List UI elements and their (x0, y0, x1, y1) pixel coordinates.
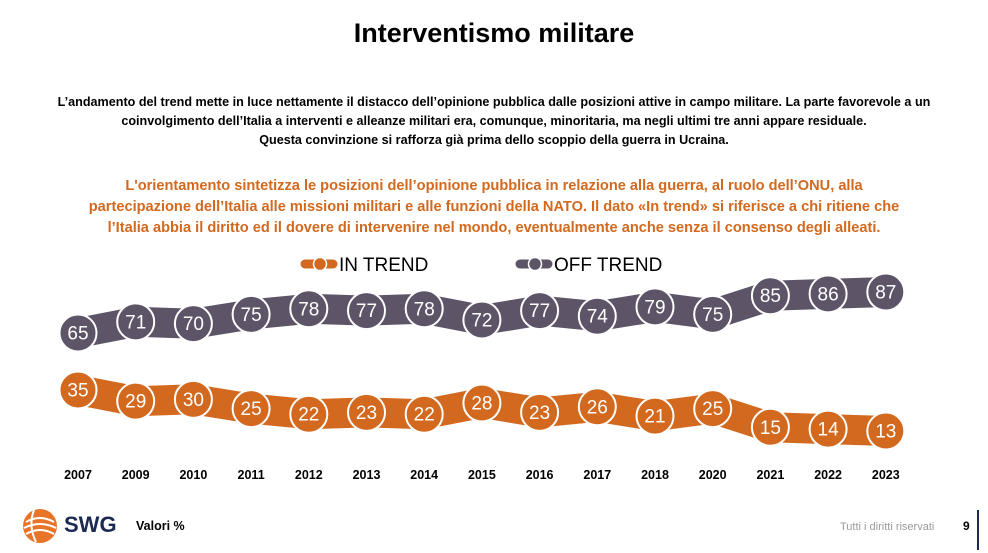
off-trend-point-2009: 71 (116, 302, 156, 342)
off-trend-point-2021: 85 (750, 276, 790, 316)
trend-chart: IN TREND OFF TREND 65 71 70 75 78 77 78 72 77 74 79… (58, 255, 906, 482)
highlight-line: L'orientamento sintetizza le posizioni d… (125, 178, 863, 194)
brand-name: SWG (64, 512, 117, 537)
off-trend-point-2022: 86 (808, 274, 848, 314)
in-trend-point-2007: 35 (58, 370, 98, 410)
off-trend-point-2011: 75 (231, 294, 271, 334)
in-trend-data-label: 22 (298, 405, 319, 426)
in-trend-data-label: 23 (529, 403, 550, 424)
in-trend-data-label: 13 (875, 422, 896, 443)
off-trend-data-label: 71 (125, 312, 146, 333)
off-trend-data-label: 75 (241, 305, 262, 326)
off-trend-point-2013: 77 (347, 291, 386, 331)
off-trend-data-label: 70 (183, 314, 204, 335)
x-tick-label: 2012 (295, 468, 323, 482)
off-trend-data-label: 77 (529, 301, 550, 322)
in-trend-data-label: 35 (67, 381, 88, 402)
intro-paragraph: L’andamento del trend mette in luce nett… (20, 93, 968, 150)
in-trend-data-label: 23 (356, 403, 377, 424)
highlight-line: l’Italia abbia il diritto ed il dovere d… (107, 220, 881, 236)
x-tick-label: 2022 (814, 468, 842, 482)
x-tick-label: 2010 (179, 468, 207, 482)
x-tick-label: 2020 (699, 468, 727, 482)
in-trend-point-2015: 28 (462, 383, 502, 423)
legend-label: IN TREND (339, 255, 428, 276)
off-trend-point-2020: 75 (693, 294, 733, 334)
in-trend-data-label: 29 (125, 392, 146, 413)
x-tick-label: 2009 (122, 468, 150, 482)
in-trend-point-2011: 25 (231, 389, 271, 429)
x-tick-label: 2011 (238, 468, 265, 482)
chart-legend: IN TREND OFF TREND (300, 255, 662, 276)
legend-label: OFF TREND (554, 255, 662, 276)
in-trend-data-label: 22 (414, 405, 435, 426)
in-trend-point-2017: 26 (577, 387, 617, 427)
off-trend-data-label: 77 (356, 301, 377, 322)
highlight-paragraph: L'orientamento sintetizza le posizioni d… (20, 176, 968, 239)
in-trend-data-label: 26 (587, 397, 608, 418)
in-trend-point-2018: 21 (635, 396, 675, 436)
footer-divider (977, 510, 979, 550)
off-trend-data-label: 78 (298, 299, 319, 320)
in-trend-point-2020: 25 (693, 389, 733, 429)
in-trend-data-label: 28 (471, 394, 492, 415)
x-tick-label: 2016 (526, 468, 554, 482)
off-trend-data-label: 78 (414, 299, 435, 320)
off-trend-data-label: 65 (67, 324, 88, 345)
in-trend-point-2012: 22 (289, 394, 329, 434)
unit-label: Valori % (136, 519, 185, 533)
intro-line: L’andamento del trend mette in luce nett… (57, 95, 931, 109)
off-trend-data-label: 79 (644, 297, 665, 318)
off-trend-data-label: 74 (587, 307, 609, 328)
swg-logo-icon (23, 509, 57, 543)
x-axis-ticks: 2007 2009 2010 2011 2012 2013 2014 2015 2016 2017… (64, 468, 900, 482)
in-trend-point-2021: 15 (750, 407, 790, 447)
in-trend-data-label: 25 (702, 399, 723, 420)
x-tick-label: 2013 (353, 468, 381, 482)
off-trend-point-2014: 78 (404, 289, 444, 329)
off-trend-point-2015: 72 (462, 300, 502, 340)
rights-text: Tutti i diritti riservati (840, 521, 935, 533)
in-trend-point-2013: 23 (347, 392, 386, 432)
off-trend-data-label: 87 (875, 283, 896, 304)
in-trend-point-2009: 29 (116, 381, 156, 421)
off-trend-point-2016: 77 (520, 291, 560, 331)
off-trend-point-2012: 78 (289, 289, 329, 329)
x-tick-label: 2014 (410, 468, 438, 482)
in-trend-data-label: 30 (183, 390, 204, 411)
x-tick-label: 2007 (64, 468, 92, 482)
x-tick-label: 2018 (641, 468, 669, 482)
off-trend-data-label: 75 (702, 305, 723, 326)
legend-item-off-trend: OFF TREND (515, 255, 662, 276)
x-tick-label: 2017 (583, 468, 611, 482)
off-trend-point-2007: 65 (58, 313, 98, 353)
in-trend-data-label: 14 (818, 420, 840, 441)
intro-line: coinvolgimento dell’Italia a interventi … (121, 114, 867, 128)
page-number: 9 (963, 519, 970, 533)
in-trend-point-2023: 13 (866, 411, 906, 451)
in-trend-point-2022: 14 (808, 409, 848, 449)
in-trend-data-label: 21 (644, 407, 665, 428)
in-trend-point-2016: 23 (520, 392, 560, 432)
x-tick-label: 2023 (872, 468, 900, 482)
off-trend-point-2010: 70 (173, 304, 213, 344)
off-trend-data-label: 86 (818, 284, 839, 305)
off-trend-point-2018: 79 (635, 287, 675, 327)
off-trend-point-2017: 74 (577, 296, 617, 336)
page-title: Interventismo militare (353, 18, 635, 48)
series-points: 65 71 70 75 78 77 78 72 77 74 79 75 85 86 87 35 29 30 25 22… (58, 272, 906, 451)
in-trend-point-2014: 22 (404, 394, 444, 434)
off-trend-data-label: 72 (471, 310, 492, 331)
off-trend-point-2023: 87 (866, 272, 906, 312)
in-trend-data-label: 15 (760, 418, 781, 439)
x-tick-label: 2015 (468, 468, 496, 482)
off-trend-data-label: 85 (760, 286, 781, 307)
legend-item-in-trend: IN TREND (300, 255, 428, 276)
in-trend-point-2010: 30 (173, 379, 213, 419)
intro-line: Questa convinzione si rafforza già prima… (259, 133, 729, 147)
x-tick-label: 2021 (756, 468, 784, 482)
highlight-line: partecipazione dell’Italia alle missioni… (88, 199, 900, 215)
in-trend-data-label: 25 (241, 399, 262, 420)
